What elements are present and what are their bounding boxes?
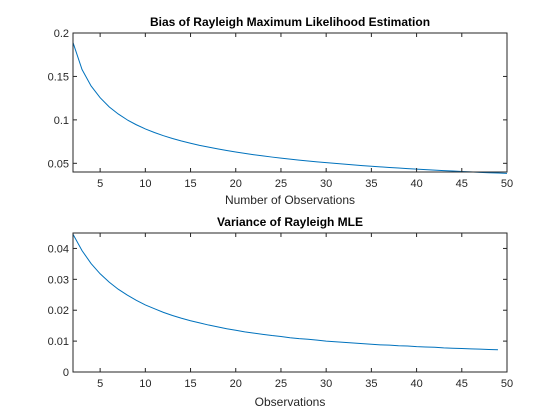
bias-x-tick-label: 45 — [456, 178, 468, 190]
variance-x-tick-label: 25 — [275, 378, 287, 390]
variance-x-tick-label: 40 — [410, 378, 422, 390]
variance-y-tick-label: 0.02 — [48, 305, 69, 317]
variance-x-tick-label: 30 — [320, 378, 332, 390]
variance-x-tick-label: 45 — [456, 378, 468, 390]
bias-x-tick-label: 10 — [139, 178, 151, 190]
variance-y-tick-label: 0.03 — [48, 274, 69, 286]
variance-x-tick-label: 20 — [230, 378, 242, 390]
bias-chart-title: Bias of Rayleigh Maximum Likelihood Esti… — [150, 15, 430, 29]
variance-axes-box — [72, 232, 508, 373]
bias-y-tick-label: 0.15 — [48, 71, 69, 83]
variance-chart-title: Variance of Rayleigh MLE — [217, 215, 363, 229]
variance-subplot: Variance of Rayleigh MLE Observations 5 1… — [48, 215, 514, 409]
variance-x-tick-label: 10 — [139, 378, 151, 390]
variance-x-tick-label: 50 — [501, 378, 513, 390]
bias-x-tick-label: 30 — [320, 178, 332, 190]
variance-x-tick-label: 15 — [184, 378, 196, 390]
bias-x-tick-label: 40 — [410, 178, 422, 190]
bias-x-tick-label: 5 — [97, 178, 103, 190]
bias-x-tick-label: 25 — [275, 178, 287, 190]
variance-y-tick-label: 0.01 — [48, 336, 69, 348]
bias-x-tick-label: 50 — [501, 178, 513, 190]
bias-y-tick-label: 0.2 — [54, 28, 69, 40]
bias-x-tick-label: 35 — [365, 178, 377, 190]
variance-y-tick-label: 0 — [63, 367, 69, 379]
bias-x-axis-label: Number of Observations — [225, 193, 355, 207]
variance-x-tick-label: 5 — [97, 378, 103, 390]
bias-y-tick-label: 0.05 — [48, 158, 69, 170]
variance-series-line — [72, 233, 498, 351]
variance-x-tick-label: 35 — [365, 378, 377, 390]
bias-y-tick-label: 0.1 — [54, 115, 69, 127]
bias-subplot: Bias of Rayleigh Maximum Likelihood Esti… — [48, 15, 514, 207]
bias-x-tick-label: 20 — [230, 178, 242, 190]
bias-series-line — [72, 42, 508, 174]
bias-x-tick-label: 15 — [184, 178, 196, 190]
variance-x-axis-label: Observations — [255, 395, 326, 409]
bias-axes-box — [72, 32, 508, 173]
variance-y-tick-label: 0.04 — [48, 243, 69, 255]
